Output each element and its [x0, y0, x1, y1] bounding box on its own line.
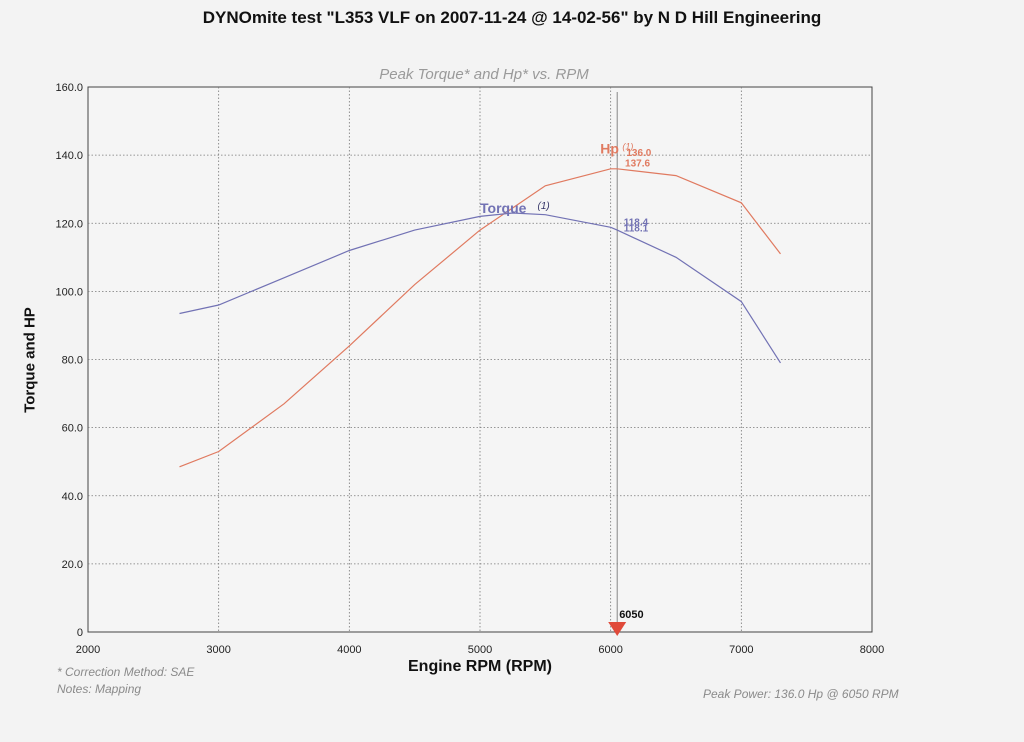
hp-line [179, 168, 781, 468]
peak-rpm-label: 6050 [619, 609, 643, 621]
report-title: DYNOmite test "L353 VLF on 2007-11-24 @ … [202, 8, 822, 27]
peak-power-note: Peak Power: 136.0 Hp @ 6050 RPM [703, 687, 899, 701]
y-tick-label: 140.0 [55, 150, 83, 162]
torque-line [179, 212, 782, 364]
y-tick-label: 60.0 [62, 423, 83, 435]
x-tick-label: 4000 [337, 644, 361, 656]
hp-legend-name: Hp [600, 140, 619, 156]
y-tick-label: 160.0 [55, 82, 83, 94]
torque-legend-suffix: (1) [537, 201, 549, 212]
y-tick-label: 100.0 [55, 286, 83, 298]
torque-legend-name: Torque [480, 200, 527, 216]
x-tick-label: 2000 [76, 644, 100, 656]
torque-callout-1: 118.4 [624, 218, 649, 229]
y-tick-label: 20.0 [62, 559, 83, 571]
notes-text: Notes: Mapping [57, 682, 142, 696]
x-tick-label: 3000 [206, 644, 230, 656]
x-tick-label: 5000 [468, 644, 492, 656]
x-tick-label: 7000 [729, 644, 753, 656]
hp-callout-2: 137.6 [625, 159, 650, 170]
y-tick-label: 40.0 [62, 491, 83, 503]
x-axis-label: Engine RPM (RPM) [408, 658, 552, 675]
y-tick-label: 120.0 [55, 218, 83, 230]
peak-rpm-marker [608, 622, 627, 636]
series-lines [179, 168, 782, 468]
torque-callout-2: 118.1 [624, 223, 649, 234]
grid [87, 86, 873, 633]
hp-callout-1: 136.0 [626, 148, 651, 159]
x-tick-label: 6000 [598, 644, 622, 656]
chart-title: Peak Torque* and Hp* vs. RPM [379, 66, 589, 83]
y-tick-label: 0 [77, 627, 83, 639]
correction-method-note: * Correction Method: SAE [57, 665, 195, 679]
x-tick-label: 8000 [860, 644, 884, 656]
axis-ticks: 2000 3000 4000 5000 6000 7000 8000 0 20.0 40.0 60.… [55, 82, 884, 656]
y-tick-label: 80.0 [62, 355, 83, 367]
hp-legend-suffix: (1) [622, 141, 633, 151]
